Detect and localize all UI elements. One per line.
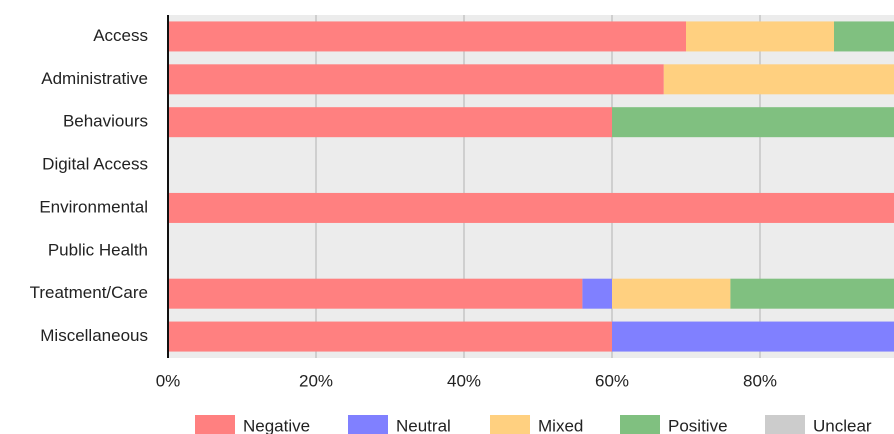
- y-tick-label: Access: [93, 26, 148, 45]
- bar-segment: [168, 107, 612, 138]
- bar-segment: [168, 278, 583, 309]
- y-tick-label: Environmental: [39, 197, 148, 216]
- x-tick-label: 20%: [299, 371, 333, 390]
- y-tick-label: Digital Access: [42, 155, 148, 174]
- legend-label: Neutral: [396, 416, 451, 434]
- legend-label: Unclear: [813, 416, 872, 434]
- legend-swatch: [195, 415, 235, 434]
- y-tick-label: Administrative: [41, 69, 148, 88]
- y-tick-label: Behaviours: [63, 112, 148, 131]
- x-tick-label: 0%: [156, 371, 181, 390]
- y-tick-label: Treatment/Care: [30, 283, 148, 302]
- bar-segment: [168, 64, 664, 95]
- bar-segment: [834, 21, 894, 52]
- y-tick-label: Miscellaneous: [40, 326, 148, 345]
- legend-swatch: [348, 415, 388, 434]
- legend-swatch: [620, 415, 660, 434]
- bar-segment: [686, 21, 834, 52]
- legend-label: Negative: [243, 416, 310, 434]
- x-tick-label: 80%: [743, 371, 777, 390]
- bar-segment: [663, 64, 894, 95]
- x-tick-label: 60%: [595, 371, 629, 390]
- legend-label: Mixed: [538, 416, 583, 434]
- bar-segment: [168, 192, 894, 223]
- bar-segment: [612, 107, 894, 138]
- x-tick-label: 40%: [447, 371, 481, 390]
- legend-swatch: [490, 415, 530, 434]
- legend-swatch: [765, 415, 805, 434]
- bar-segment: [168, 21, 686, 52]
- bar-segment: [612, 278, 731, 309]
- bar-segment: [582, 278, 612, 309]
- y-tick-label: Public Health: [48, 240, 148, 259]
- bar-segment: [612, 321, 894, 352]
- legend-label: Positive: [668, 416, 728, 434]
- bar-segment: [168, 321, 612, 352]
- bar-segment: [730, 278, 894, 309]
